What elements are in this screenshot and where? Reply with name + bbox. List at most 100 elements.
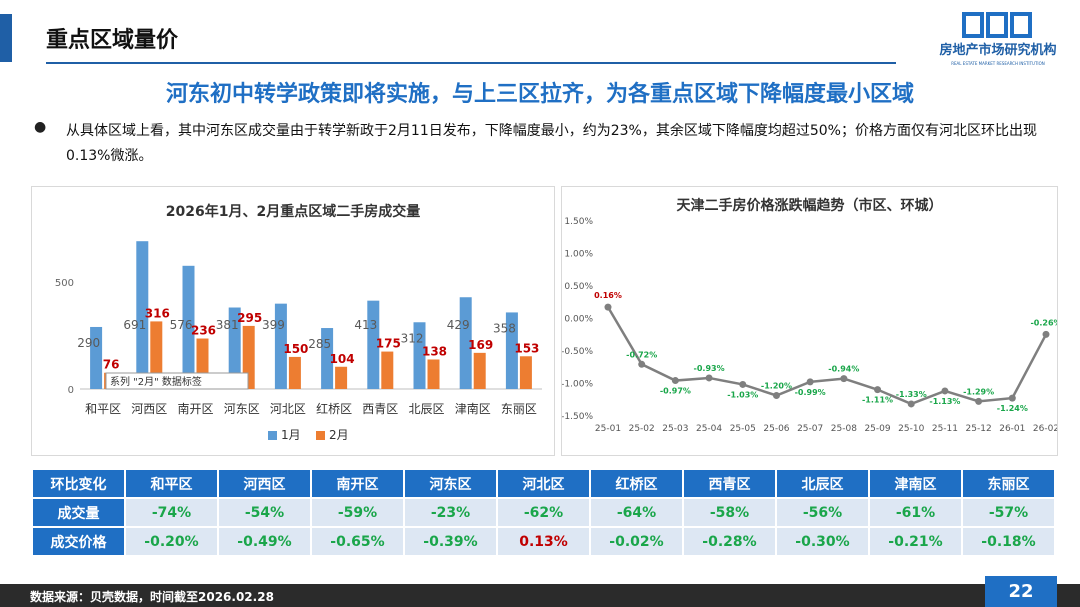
bar-jan xyxy=(136,241,149,389)
table-cell: -57% xyxy=(961,497,1056,528)
x-tick-label: 25-11 xyxy=(932,424,958,434)
bar-label-jan: 399 xyxy=(262,318,285,332)
bar-label-feb: 169 xyxy=(468,338,493,352)
point-label: -1.11% xyxy=(862,396,893,405)
table-cell: -59% xyxy=(310,497,405,528)
point-label: -0.26% xyxy=(1030,318,1057,327)
y-tick-label: 0.50% xyxy=(564,282,593,292)
y-tick-label: 500 xyxy=(55,278,74,289)
table-header-cell: 河西区 xyxy=(217,468,312,499)
data-point xyxy=(739,380,747,388)
bar-jan xyxy=(413,322,426,389)
legend-swatch-jan xyxy=(268,431,277,440)
row-label: 成交价格 xyxy=(31,526,126,557)
table-header-cell: 河东区 xyxy=(403,468,498,499)
bar-jan xyxy=(274,303,287,389)
x-tick-label: 25-02 xyxy=(629,424,655,434)
legend-swatch-feb xyxy=(316,431,325,440)
data-point xyxy=(1042,330,1050,338)
x-tick-label: 25-05 xyxy=(730,424,756,434)
bar-label-feb: 138 xyxy=(422,344,447,358)
point-label: -1.24% xyxy=(997,404,1028,413)
x-tick-label: 红桥区 xyxy=(316,401,352,416)
table-cell: -0.49% xyxy=(217,526,312,557)
data-point xyxy=(840,375,848,383)
table-header-cell: 红桥区 xyxy=(589,468,684,499)
x-tick-label: 25-12 xyxy=(966,424,992,434)
bar-label-jan: 381 xyxy=(216,318,239,332)
bar-label-feb: 175 xyxy=(376,337,401,351)
table-row-price: 成交价格 -0.20% -0.49% -0.65% -0.39% 0.13% -… xyxy=(31,526,1056,557)
x-tick-label: 25-09 xyxy=(864,424,890,434)
data-point xyxy=(1008,394,1016,402)
data-point xyxy=(806,378,814,386)
y-tick-label: 1.00% xyxy=(564,250,593,260)
x-tick-label: 25-07 xyxy=(797,424,823,434)
point-label: -0.72% xyxy=(626,350,657,359)
legend-label-jan: 1月 xyxy=(281,428,301,442)
brand-logo: 房地产市场研究机构 REAL ESTATE MARKET RESEARCH IN… xyxy=(939,12,1057,66)
x-tick-label: 25-01 xyxy=(595,424,621,434)
x-tick-label: 25-06 xyxy=(763,424,789,434)
x-tick-label: 河东区 xyxy=(224,402,260,416)
table-header-cell: 南开区 xyxy=(310,468,405,499)
x-tick-label: 26-01 xyxy=(999,424,1025,434)
bar-label-feb: 295 xyxy=(237,311,262,325)
bar-label-jan: 312 xyxy=(401,331,424,345)
data-point xyxy=(907,400,915,408)
tooltip-text: 系列 "2月" 数据标签 xyxy=(110,375,202,388)
y-tick-label: -1.50% xyxy=(562,412,593,422)
header-divider xyxy=(46,62,896,64)
bar-feb xyxy=(473,352,486,389)
page-title: 重点区域量价 xyxy=(46,28,179,53)
x-tick-label: 25-03 xyxy=(662,424,688,434)
bar-label-feb: 104 xyxy=(330,352,355,366)
x-tick-label: 26-02 xyxy=(1033,424,1057,434)
point-label: -0.94% xyxy=(828,365,859,374)
table-cell: -0.65% xyxy=(310,526,405,557)
bar-label-jan: 691 xyxy=(123,318,146,332)
point-label: 0.16% xyxy=(594,291,622,300)
bar-feb xyxy=(519,356,532,389)
line-chart-panel: 天津二手房价格涨跌幅趋势（市区、环城） 1.50% 1.00% 0.50% 0.00%… xyxy=(561,186,1058,456)
table-cell: -62% xyxy=(496,497,591,528)
bar-chart-panel: 2026年1月、2月重点区域二手房成交量 0 500 290 76 和平区 691 316 河… xyxy=(31,186,555,456)
table-header-cell: 北辰区 xyxy=(775,468,870,499)
table-header-cell: 西青区 xyxy=(682,468,777,499)
summary-text: 从具体区域上看，其中河东区成交量由于转学新政于2月11日发布，下降幅度最小，约为… xyxy=(66,123,1037,164)
logo-text: 房地产市场研究机构 xyxy=(939,42,1056,58)
table-header-cell: 河北区 xyxy=(496,468,591,499)
bar-label-jan: 576 xyxy=(170,318,193,332)
table-header-cell: 环比变化 xyxy=(31,468,126,499)
table-cell: -0.02% xyxy=(589,526,684,557)
data-point xyxy=(705,374,713,382)
bar-label-feb: 236 xyxy=(191,324,216,338)
x-tick-label: 25-10 xyxy=(898,424,924,434)
point-label: -1.33% xyxy=(896,390,927,399)
bar-jan xyxy=(182,265,195,389)
bar-feb xyxy=(335,366,348,389)
bar-label-jan: 285 xyxy=(308,337,331,351)
table-cell: -54% xyxy=(217,497,312,528)
y-tick-label: 1.50% xyxy=(564,217,593,227)
bar-feb xyxy=(288,356,301,389)
table-header-row: 环比变化 和平区 河西区 南开区 河东区 河北区 红桥区 西青区 北辰区 津南区… xyxy=(31,468,1056,499)
table-row-volume: 成交量 -74% -54% -59% -23% -62% -64% -58% -… xyxy=(31,497,1056,528)
bar-jan xyxy=(367,300,380,389)
x-tick-label: 河北区 xyxy=(270,402,306,416)
data-source: 数据来源：贝壳数据，时间截至2026.02.28 xyxy=(30,590,274,604)
data-point xyxy=(772,392,780,399)
table-cell: -74% xyxy=(124,497,219,528)
y-tick-label: -0.50% xyxy=(562,347,593,357)
data-point xyxy=(874,386,882,394)
x-tick-label: 东丽区 xyxy=(501,402,537,416)
price-trend-line xyxy=(606,306,1048,406)
table-cell: -0.39% xyxy=(403,526,498,557)
change-table: 环比变化 和平区 河西区 南开区 河东区 河北区 红桥区 西青区 北辰区 津南区… xyxy=(31,468,1056,557)
table-cell: -0.28% xyxy=(682,526,777,557)
line-chart: 1.50%1.00%0.50%0.00%-0.50%-1.00%-1.50%25… xyxy=(562,217,1057,434)
table-header-cell: 津南区 xyxy=(868,468,963,499)
data-point xyxy=(604,303,612,311)
table-cell: -0.20% xyxy=(124,526,219,557)
